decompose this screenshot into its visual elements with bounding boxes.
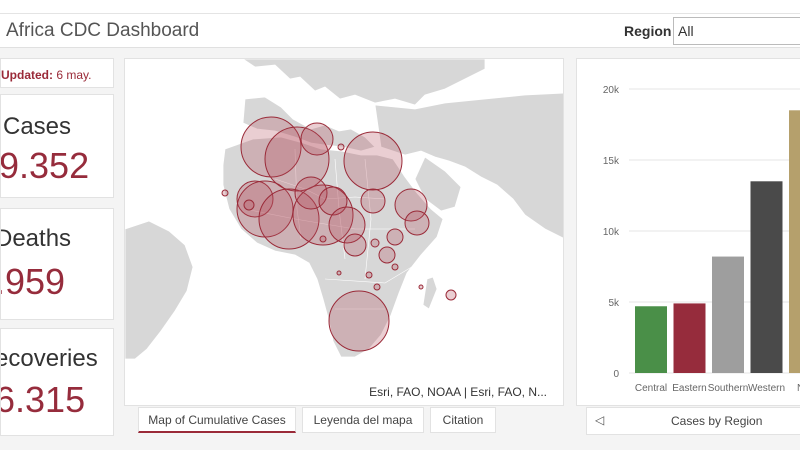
y-tick-label: 10k xyxy=(603,227,620,238)
bar-nor[interactable] xyxy=(789,110,800,374)
bubble-algeria xyxy=(264,126,330,192)
cases-card: Cases 9.352 xyxy=(0,94,114,198)
y-tick-label: 0 xyxy=(613,369,619,380)
bar-chart-canvas: 0 5k 10k 15k 20k Central Eastern Southern Wester… xyxy=(603,85,800,394)
bubble-madagascar xyxy=(418,284,424,290)
map-attribution: Esri, FAO, NOAA | Esri, FAO, N... xyxy=(369,385,547,399)
bubble-angola xyxy=(336,270,342,276)
bubble-senegal xyxy=(236,180,274,218)
bar-southern[interactable] xyxy=(712,256,744,373)
bubble-tunisia xyxy=(300,122,334,156)
recoveries-value: 6.315 xyxy=(0,379,86,420)
cases-map[interactable]: Esri, FAO, NOAA | Esri, FAO, N... xyxy=(124,58,564,406)
updated-value: 6 may. xyxy=(56,68,92,82)
bar-eastern[interactable] xyxy=(673,303,706,373)
bubble-libya xyxy=(337,143,345,151)
deaths-value: .959 xyxy=(0,261,66,302)
region-select[interactable]: All xyxy=(673,17,800,45)
bubble-mauritius xyxy=(445,289,457,301)
bubble-zambia xyxy=(365,271,373,279)
recoveries-label: ecoveries xyxy=(0,345,98,372)
bubble-uganda xyxy=(370,238,380,248)
chart-prev-arrow-icon[interactable]: ◁ xyxy=(595,413,605,427)
recoveries-card: ecoveries 6.315 xyxy=(0,328,114,436)
left-panel: Updated: 6 may. Cases 9.352 Deaths .959 … xyxy=(0,58,116,438)
map-canvas xyxy=(125,59,563,360)
bubble-tanzania xyxy=(378,246,396,264)
y-tick-label: 15k xyxy=(603,156,620,167)
x-tick-label: Nor xyxy=(797,383,800,394)
x-tick-label: Eastern xyxy=(672,383,706,394)
bubble-egypt xyxy=(343,131,403,191)
chart-footer-label: Cases by Region xyxy=(671,414,763,428)
page-title: Africa CDC Dashboard xyxy=(6,20,200,41)
land-masses xyxy=(125,59,563,360)
tab-map-legend[interactable]: Leyenda del mapa xyxy=(302,407,424,433)
bar-western[interactable] xyxy=(750,181,783,373)
cases-by-region-chart: 0 5k 10k 15k 20k Central Eastern Southern Wester… xyxy=(576,58,800,406)
bubble-ghana xyxy=(258,188,320,250)
x-tick-label: Central xyxy=(635,383,667,394)
region-label: Region xyxy=(624,23,672,39)
tab-citation[interactable]: Citation xyxy=(430,407,496,433)
y-tick-label: 5k xyxy=(608,298,620,309)
tab-map-cumulative-cases[interactable]: Map of Cumulative Cases xyxy=(138,407,296,433)
deaths-card: Deaths .959 xyxy=(0,208,114,320)
top-strip xyxy=(0,0,800,14)
bubble-nigeria xyxy=(292,184,354,246)
bar-central[interactable] xyxy=(635,306,667,373)
bubble-south-africa xyxy=(328,290,390,352)
bubble-kenya xyxy=(386,228,404,246)
bubble-cape-verde xyxy=(221,189,229,197)
chart-footer: ◁ Cases by Region xyxy=(586,407,800,435)
bubble-malawi xyxy=(391,263,399,271)
x-tick-label: Western xyxy=(748,383,785,394)
deaths-label: Deaths xyxy=(0,225,72,252)
header: Africa CDC Dashboard Region All xyxy=(0,14,800,48)
bubble-zimbabwe xyxy=(373,283,381,291)
x-tick-label: Southern xyxy=(708,383,749,394)
bubble-gabon xyxy=(319,235,327,243)
bubble-drc xyxy=(343,233,367,257)
bubble-ethiopia xyxy=(394,188,428,222)
bubble-sudan xyxy=(360,188,386,214)
updated-label: Updated: xyxy=(1,68,53,82)
cases-label: Cases xyxy=(3,113,72,140)
case-bubbles xyxy=(221,116,457,352)
cases-value: 9.352 xyxy=(0,145,90,186)
bubble-somalia xyxy=(404,210,430,236)
bubble-gambia xyxy=(243,199,255,211)
y-tick-label: 20k xyxy=(603,85,620,96)
updated-banner: Updated: 6 may. xyxy=(0,58,114,88)
